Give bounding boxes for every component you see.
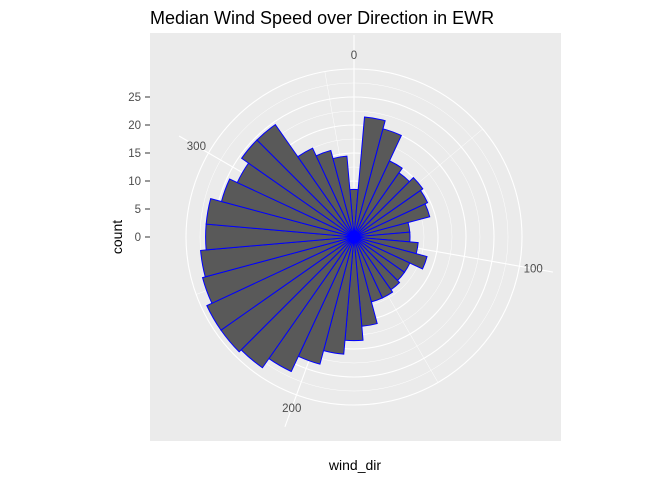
bar-70 — [353, 203, 431, 238]
chart-title: Median Wind Speed over Direction in EWR — [150, 8, 494, 28]
theta-tick-label: 100 — [524, 264, 543, 276]
theta-tick-label: 0 — [351, 50, 357, 62]
bar-250 — [201, 236, 355, 304]
r-tick-label: 15 — [128, 148, 141, 160]
r-tick-label: 20 — [128, 120, 141, 132]
r-tick-label: 10 — [128, 176, 141, 188]
bar-320 — [256, 123, 355, 238]
r-axis-ticks: 0 5 10 15 20 25 — [128, 92, 150, 244]
r-tick-label: 5 — [135, 204, 141, 216]
bar-240 — [206, 236, 355, 331]
theta-tick-label: 200 — [282, 403, 301, 415]
bar-330 — [297, 147, 355, 238]
bars — [200, 116, 431, 373]
bar-340 — [315, 149, 355, 238]
bar-30 — [353, 160, 403, 238]
bar-350 — [332, 155, 355, 238]
theta-tick-label: 300 — [187, 141, 206, 153]
y-axis-label: count — [109, 220, 125, 254]
r-tick-label: 25 — [128, 92, 141, 104]
bar-50 — [353, 176, 424, 238]
bar-260 — [200, 236, 355, 278]
bar-290 — [220, 178, 355, 238]
theta-axis-ticks: 0 100 200 300 — [187, 50, 543, 415]
x-axis-label: wind_dir — [328, 457, 381, 473]
bar-60 — [353, 189, 429, 238]
bar-20 — [353, 128, 402, 238]
r-tick-label: 0 — [135, 232, 141, 244]
